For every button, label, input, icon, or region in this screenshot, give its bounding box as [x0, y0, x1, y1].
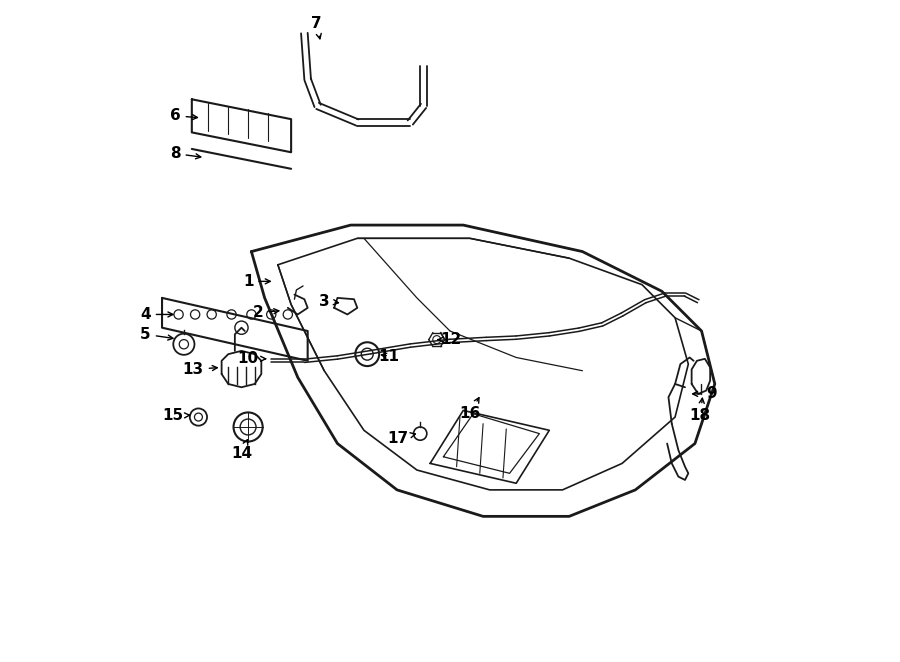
Text: 6: 6 [170, 109, 197, 123]
Text: 5: 5 [140, 327, 173, 342]
Text: 10: 10 [238, 352, 266, 366]
Text: 3: 3 [319, 294, 338, 308]
Text: 15: 15 [163, 408, 190, 423]
Text: 13: 13 [183, 362, 217, 377]
Text: 9: 9 [693, 387, 716, 401]
Text: 1: 1 [243, 274, 270, 289]
Text: 11: 11 [379, 349, 400, 363]
Text: 7: 7 [311, 16, 321, 39]
Text: 12: 12 [437, 332, 462, 347]
Text: 4: 4 [140, 307, 173, 322]
Text: 8: 8 [170, 146, 201, 161]
Text: 14: 14 [231, 440, 252, 461]
Text: 18: 18 [689, 398, 711, 423]
Text: 16: 16 [459, 398, 481, 421]
Text: 17: 17 [388, 431, 416, 446]
Text: 2: 2 [253, 305, 279, 320]
